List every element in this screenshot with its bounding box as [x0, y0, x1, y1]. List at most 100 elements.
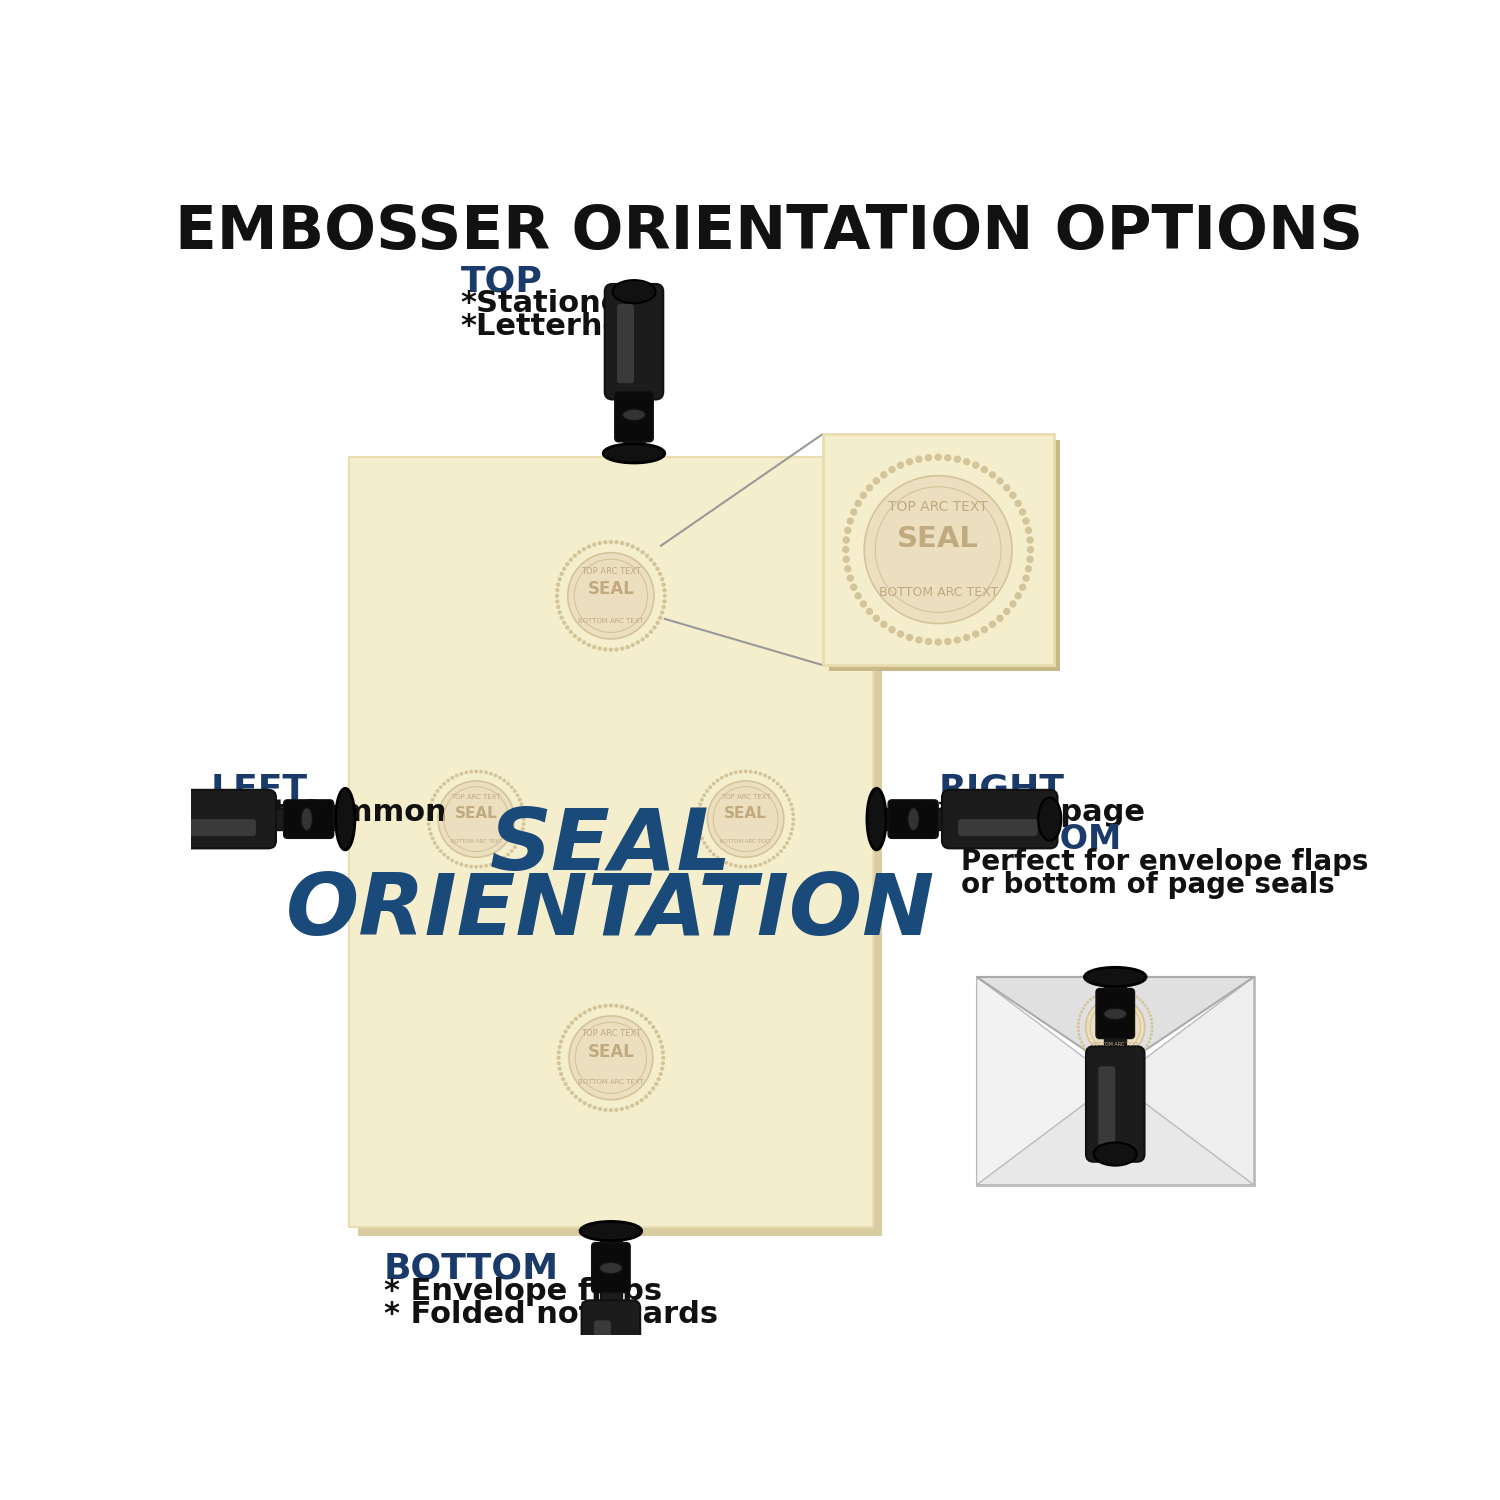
Circle shape: [459, 862, 464, 867]
Circle shape: [639, 1014, 644, 1017]
Circle shape: [790, 807, 795, 812]
FancyBboxPatch shape: [177, 819, 256, 836]
Circle shape: [1080, 1011, 1083, 1014]
Circle shape: [498, 776, 502, 780]
Circle shape: [582, 1101, 586, 1106]
Circle shape: [1148, 1011, 1150, 1014]
Circle shape: [626, 543, 630, 546]
Circle shape: [470, 770, 472, 774]
Circle shape: [897, 630, 904, 638]
Circle shape: [846, 574, 853, 582]
Bar: [1104, 976, 1126, 1050]
FancyBboxPatch shape: [942, 790, 1058, 849]
Circle shape: [442, 852, 446, 856]
Circle shape: [1078, 1036, 1082, 1040]
Text: TOP ARC TEXT: TOP ARC TEXT: [580, 1029, 640, 1038]
Circle shape: [963, 458, 970, 465]
Circle shape: [556, 582, 561, 586]
Circle shape: [696, 818, 700, 821]
Circle shape: [498, 858, 502, 862]
Ellipse shape: [867, 789, 886, 850]
Ellipse shape: [302, 807, 312, 831]
Text: ORIENTATION: ORIENTATION: [286, 870, 936, 952]
Text: SEAL: SEAL: [588, 1042, 634, 1060]
Circle shape: [768, 858, 771, 862]
Circle shape: [474, 770, 478, 774]
Circle shape: [430, 798, 435, 801]
Circle shape: [1082, 1007, 1084, 1010]
Circle shape: [1098, 992, 1101, 994]
Circle shape: [708, 782, 785, 858]
Circle shape: [520, 827, 525, 831]
Circle shape: [1010, 492, 1017, 500]
FancyBboxPatch shape: [1096, 988, 1134, 1038]
Circle shape: [859, 492, 867, 500]
Ellipse shape: [1038, 798, 1062, 840]
Circle shape: [609, 648, 613, 652]
Circle shape: [1110, 988, 1113, 992]
Circle shape: [662, 1056, 666, 1060]
Circle shape: [996, 477, 1004, 484]
Circle shape: [662, 1050, 664, 1054]
Text: Perfect for envelope flaps: Perfect for envelope flaps: [962, 849, 1368, 876]
Circle shape: [426, 818, 430, 821]
Circle shape: [740, 770, 742, 774]
Circle shape: [1024, 526, 1032, 534]
Circle shape: [1098, 1059, 1101, 1062]
Circle shape: [494, 861, 498, 864]
Circle shape: [522, 818, 526, 821]
Circle shape: [1089, 998, 1092, 1000]
Circle shape: [954, 456, 962, 464]
Circle shape: [734, 864, 738, 867]
Circle shape: [789, 833, 794, 836]
Circle shape: [555, 600, 560, 603]
FancyBboxPatch shape: [615, 392, 654, 442]
Bar: [350, 458, 873, 1227]
Circle shape: [790, 812, 795, 816]
Circle shape: [560, 572, 564, 576]
Circle shape: [513, 789, 516, 794]
Circle shape: [644, 1095, 648, 1100]
Circle shape: [639, 1098, 644, 1102]
Circle shape: [588, 1104, 591, 1107]
Circle shape: [759, 862, 762, 867]
Circle shape: [720, 776, 723, 780]
Text: *Letterhead: *Letterhead: [460, 312, 666, 342]
FancyBboxPatch shape: [958, 819, 1038, 836]
Circle shape: [626, 1106, 628, 1110]
Circle shape: [1136, 1056, 1138, 1059]
Circle shape: [663, 600, 666, 603]
Circle shape: [1148, 1041, 1150, 1044]
Circle shape: [573, 633, 578, 638]
Circle shape: [503, 778, 506, 783]
Circle shape: [988, 471, 996, 478]
Circle shape: [1114, 1062, 1116, 1065]
Circle shape: [450, 858, 454, 862]
Circle shape: [459, 772, 464, 776]
Text: * Book page: * Book page: [938, 798, 1144, 826]
Circle shape: [558, 1046, 562, 1048]
Circle shape: [570, 1020, 574, 1025]
Circle shape: [429, 833, 432, 836]
Circle shape: [926, 454, 932, 462]
Circle shape: [662, 582, 666, 586]
Circle shape: [566, 626, 570, 630]
Circle shape: [1118, 988, 1120, 992]
Circle shape: [1118, 1062, 1120, 1065]
Circle shape: [888, 466, 896, 474]
Circle shape: [582, 548, 586, 552]
Polygon shape: [1114, 976, 1254, 1185]
Circle shape: [1142, 1050, 1144, 1053]
Circle shape: [1023, 518, 1029, 525]
Circle shape: [427, 807, 432, 812]
Circle shape: [783, 846, 786, 849]
Circle shape: [696, 822, 700, 827]
Ellipse shape: [908, 807, 920, 831]
Circle shape: [1122, 1062, 1125, 1065]
Circle shape: [433, 794, 436, 796]
Circle shape: [1092, 996, 1095, 999]
Circle shape: [1095, 993, 1098, 996]
Circle shape: [764, 861, 766, 864]
Circle shape: [657, 1077, 662, 1082]
Text: TOP ARC TEXT: TOP ARC TEXT: [888, 500, 989, 514]
